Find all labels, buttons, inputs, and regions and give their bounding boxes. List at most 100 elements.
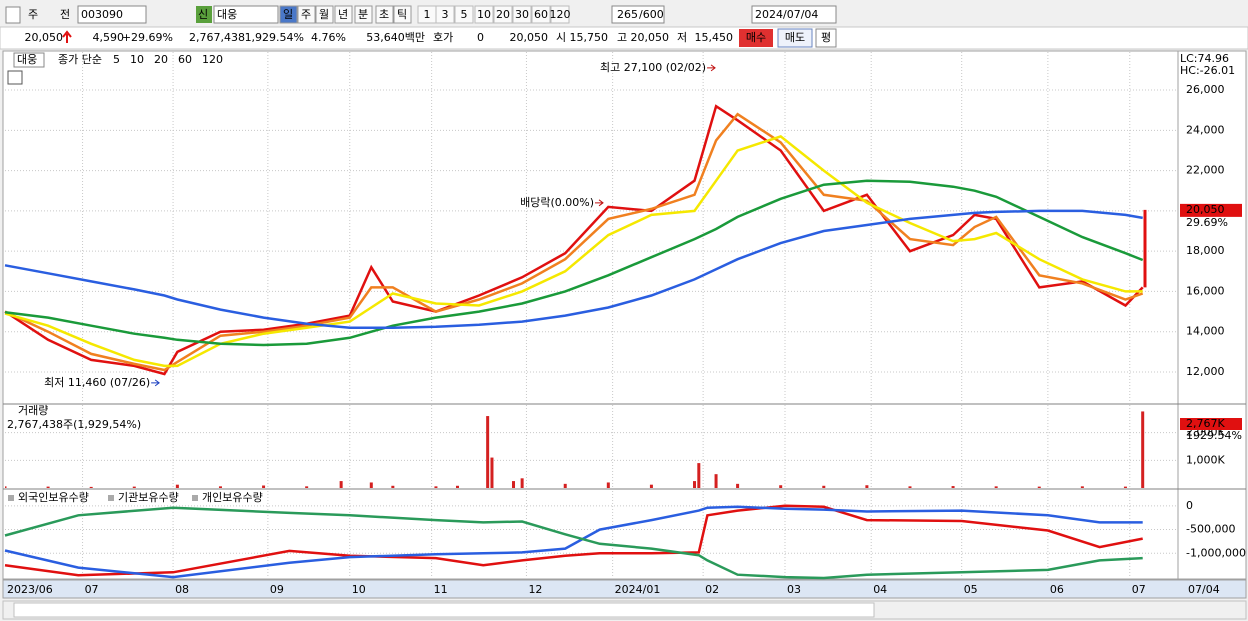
interval-label: 1 (424, 8, 431, 21)
avg-button[interactable] (815, 28, 837, 48)
menu-icon[interactable] (5, 6, 21, 24)
volume-bar (391, 485, 395, 488)
interval-button[interactable] (493, 5, 513, 24)
quote-amount: 53,640백만 (366, 31, 425, 44)
x-tick-label: 06 (1050, 583, 1064, 596)
series-line (4, 504, 1143, 577)
volume-bar (369, 482, 373, 488)
period-button[interactable] (354, 5, 373, 24)
legend-entry: 외국인보유수량 (18, 491, 89, 504)
date-box[interactable] (751, 5, 837, 24)
quote-avg: 평 (821, 31, 831, 44)
y-tick-label: -1,000,000 (1186, 546, 1246, 559)
table-icon[interactable] (7, 70, 23, 85)
volume-bar (951, 486, 955, 488)
volume-bar (714, 474, 718, 488)
volume-bar (994, 486, 998, 488)
prev-label: 전 (60, 8, 70, 21)
period-label: 주 (301, 8, 311, 21)
hc-label: HC:-26.01 (1180, 64, 1235, 77)
code-box[interactable] (77, 5, 147, 24)
period-label: 분 (358, 8, 368, 21)
volume-bar (455, 485, 459, 488)
y-tick-label: 16,000 (1186, 284, 1225, 297)
volume-bar (1037, 486, 1041, 488)
y-tick-label: 24,000 (1186, 123, 1225, 136)
interval-button[interactable] (435, 5, 455, 24)
volume-bar (490, 457, 494, 488)
name-box[interactable] (213, 5, 279, 24)
period-button[interactable] (315, 5, 334, 24)
volume-bar (175, 484, 179, 488)
quote-high-label: 고 (617, 31, 627, 44)
date: 2024/07/04 (755, 8, 818, 21)
count: 265 (617, 8, 638, 21)
quote-turnover: 4.76% (311, 31, 346, 44)
stock-name: 대웅 (217, 8, 237, 21)
annotation: 배당락(0.00%) (520, 196, 594, 209)
period-button[interactable] (334, 5, 353, 24)
volume-bar (305, 486, 309, 488)
period-button[interactable] (279, 5, 298, 24)
x-tick-label: 05 (964, 583, 978, 596)
period-button[interactable] (393, 5, 412, 24)
y-tick-label: 14,000 (1186, 325, 1225, 338)
volume-last-change: 1929.54% (1186, 429, 1242, 442)
annotation-arrow (707, 64, 716, 72)
quote-bar (0, 26, 1248, 50)
interval-button[interactable] (531, 5, 551, 24)
annotation: 최저 11,460 (07/26) (44, 376, 150, 389)
plot-area (2, 50, 1179, 580)
quote-volume: 2,767,438 (189, 31, 245, 44)
quote-bid: 0 (477, 31, 484, 44)
y-tick-label: 12,000 (1186, 365, 1225, 378)
period-button[interactable] (297, 5, 316, 24)
quote-low: 15,450 (695, 31, 734, 44)
volume-bar (434, 486, 438, 488)
count-box[interactable] (611, 5, 665, 24)
volume-bar (5, 486, 7, 488)
legend-entry: 10 (130, 53, 144, 66)
y-tick-label: 1,000K (1186, 453, 1225, 466)
lc-label: LC:74.96 (1180, 52, 1229, 65)
y-tick-label: -500,000 (1186, 523, 1235, 536)
volume-bar (736, 483, 740, 488)
interval-button[interactable] (550, 5, 570, 24)
x-tick-label: 2023/06 (7, 583, 53, 596)
y-tick-label: 22,000 (1186, 164, 1225, 177)
x-tick-label: 08 (175, 583, 189, 596)
sell-button[interactable] (777, 28, 813, 48)
volume-bar (46, 486, 50, 488)
period-label: 초 (379, 8, 389, 21)
annotation: 최고 27,100 (02/02) (600, 61, 706, 74)
volume-last-label: 2,767K (1186, 417, 1225, 430)
series-line (4, 112, 1144, 372)
panel-title: 거래량 (18, 404, 48, 417)
x-axis-strip (2, 579, 1247, 599)
series-line (4, 104, 1144, 376)
volume-bar (512, 481, 516, 488)
volume-bar (563, 483, 567, 488)
legend-entry: 5 (113, 53, 120, 66)
buy-button[interactable] (739, 29, 773, 47)
volume-bar (865, 485, 869, 488)
volume-bar (1141, 411, 1145, 488)
last-price-tag (1180, 203, 1242, 217)
series-line (4, 505, 1143, 579)
scroll-thumb[interactable] (13, 602, 875, 618)
annotation-arrow (151, 379, 160, 387)
legend-icon (8, 495, 14, 501)
series-line (4, 135, 1143, 368)
quote-open-label: 시 (556, 31, 566, 44)
right-axis-area (1177, 50, 1247, 580)
period-label: 월 (319, 8, 329, 21)
quote-price: 20,050 (25, 31, 64, 44)
x-tick-label: 11 (434, 583, 448, 596)
legend-entry: 기관보유수량 (118, 491, 179, 504)
x-tick-label: 09 (270, 583, 284, 596)
period-button[interactable] (375, 5, 394, 24)
interval-button[interactable] (454, 5, 474, 24)
interval-button[interactable] (512, 5, 532, 24)
volume-bar (1123, 486, 1127, 488)
interval-button[interactable] (474, 5, 494, 24)
